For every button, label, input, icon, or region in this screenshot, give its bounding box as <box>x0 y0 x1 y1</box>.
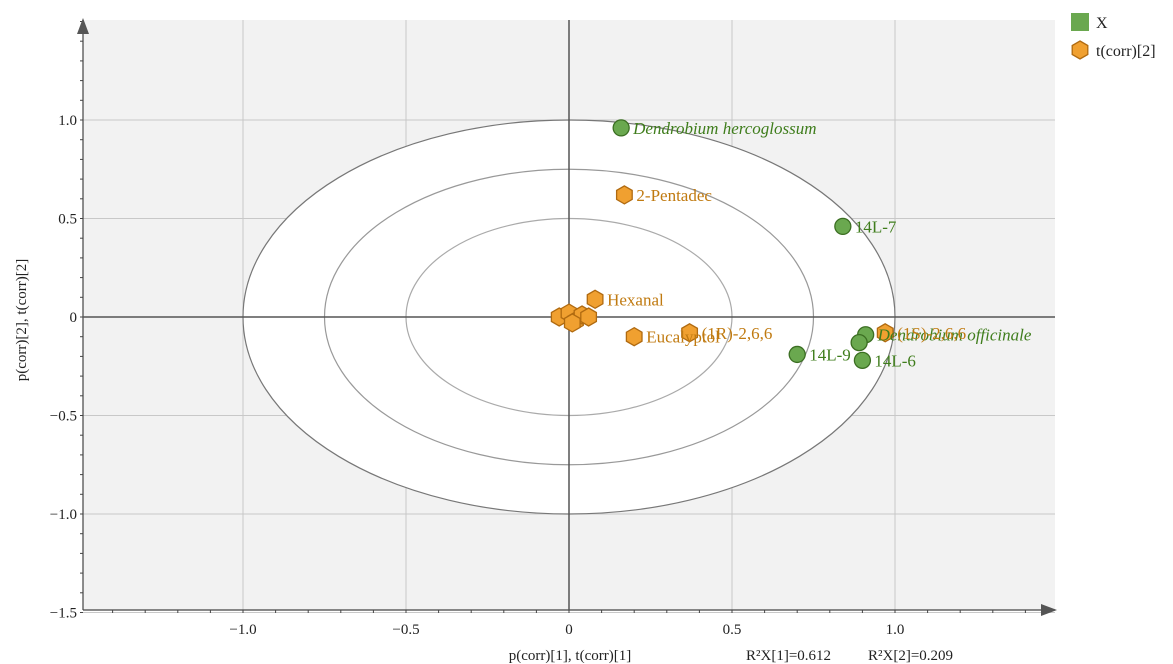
x-axis-arrow <box>1041 604 1057 616</box>
x-point <box>612 119 630 137</box>
point-label: 14L-9 <box>809 345 851 364</box>
x-tick-label: 0.5 <box>723 622 742 638</box>
y-tick-label: −1.0 <box>50 507 77 523</box>
x-point <box>850 333 868 352</box>
r2x-first-note: R²X[1]=0.612 <box>746 648 831 664</box>
y-tick-label: −1.5 <box>50 606 77 622</box>
tcorr-point <box>580 307 598 327</box>
legend-square-icon <box>1071 13 1089 31</box>
y-tick-label: 0.5 <box>58 212 77 228</box>
y-axis-arrow <box>77 18 89 34</box>
r2x-second-note: R²X[2]=0.209 <box>868 648 953 664</box>
point-labels: Dendrobium hercoglossum 14L-7 14L-9 14L-6 De… <box>607 119 1032 370</box>
tcorr-point <box>563 313 581 333</box>
data-points <box>550 119 894 369</box>
legend-label: t(corr)[2] <box>1096 43 1156 60</box>
point-label: 14L-6 <box>874 351 916 370</box>
point-label: Dendrobium hercoglossum <box>632 119 816 138</box>
x-point <box>834 217 852 236</box>
x-point <box>788 345 806 364</box>
legend-hexagon-icon <box>1071 40 1089 60</box>
x-axis-label: p(corr)[1], t(corr)[1] <box>509 648 631 664</box>
y-tick-label: 1.0 <box>58 113 77 129</box>
x-point <box>853 351 872 369</box>
tcorr-point <box>625 326 643 347</box>
y-axis-label: p(corr)[2], t(corr)[2] <box>14 259 30 381</box>
point-label: 2-Pentadec <box>636 186 712 205</box>
x-tick-label: 1.0 <box>886 622 905 638</box>
point-label: Hexanal <box>607 290 664 309</box>
tcorr-point <box>876 323 894 343</box>
point-label: Eucalyptol <box>646 328 720 347</box>
legend: Xt(corr)[2] <box>1071 13 1156 60</box>
tcorr-point <box>615 185 633 205</box>
y-tick-label: 0 <box>70 310 78 326</box>
point-label: (1R)-2,6,6 <box>702 324 773 343</box>
point-label: 14L-7 <box>855 217 897 236</box>
x-tick-label: −1.0 <box>229 622 256 638</box>
x-tick-label: 0 <box>565 622 573 638</box>
legend-label: X <box>1096 15 1108 32</box>
point-label: Dendrobium officinale <box>877 326 1032 345</box>
tcorr-point <box>681 323 699 343</box>
tcorr-point <box>586 289 604 310</box>
tick-labels: −1.0 −0.5 0 0.5 1.0 1.0 0.5 0 −0.5 −1.0 −1.5 <box>50 113 905 638</box>
x-tick-label: −0.5 <box>392 622 419 638</box>
point-label: (1S)-2,6,6 <box>897 324 966 343</box>
y-tick-label: −0.5 <box>50 409 77 425</box>
